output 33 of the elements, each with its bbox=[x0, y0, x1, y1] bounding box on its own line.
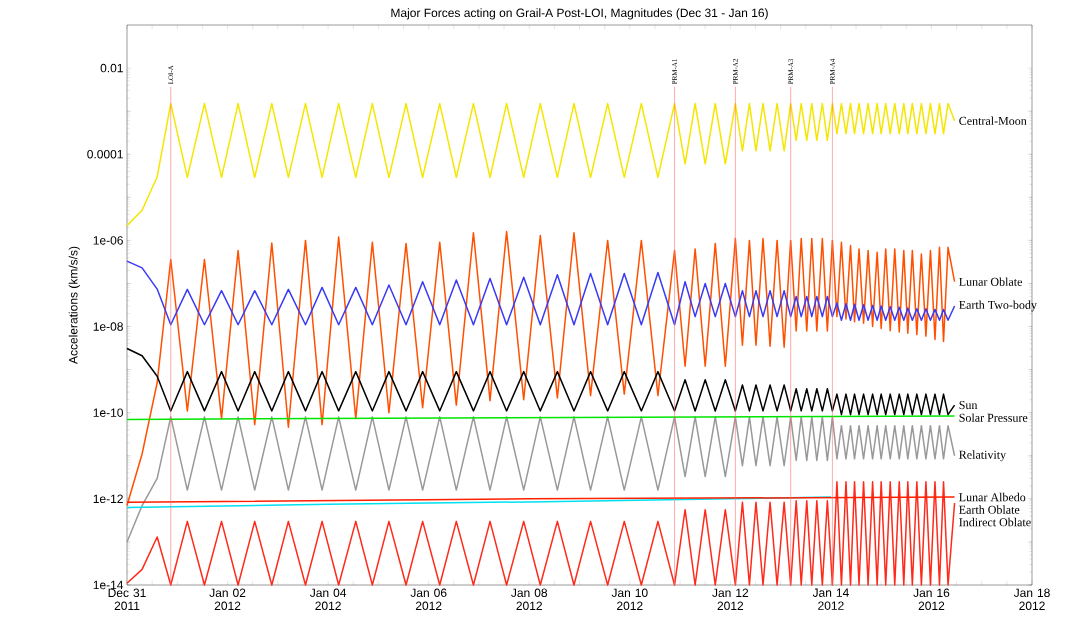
chart-title: Major Forces acting on Grail-A Post-LOI, Magnitudes (Dec 31 - Jan 16) bbox=[391, 8, 768, 20]
series-label: Central-Moon bbox=[959, 116, 1027, 125]
line-series bbox=[126, 102, 956, 227]
x-tick-label: Jan 14 2012 bbox=[812, 588, 849, 610]
y-tick-label: 1e-10 bbox=[93, 408, 123, 417]
line-series bbox=[126, 416, 956, 543]
x-tick-label: Jan 06 2012 bbox=[410, 588, 447, 611]
x-tick-label: Jan 02 2012 bbox=[209, 588, 246, 611]
line-series bbox=[126, 480, 956, 586]
y-tick-label: 1e-14 bbox=[93, 580, 124, 590]
text: Lunar Albedo bbox=[959, 492, 1026, 502]
series-label: Sun bbox=[959, 401, 978, 410]
x-tick-label: Jan 18 2012 bbox=[1013, 588, 1050, 611]
x-tick-label: Dec 31 2011 bbox=[108, 588, 146, 611]
y-tick-label: 0.01 bbox=[100, 63, 123, 73]
series-label: Earth Two-body bbox=[959, 300, 1037, 312]
series-label: Earth Oblate bbox=[959, 505, 1020, 514]
x-tick-label: Jan 08 2012 bbox=[511, 588, 548, 611]
y-tick-label: 1e-06 bbox=[93, 236, 123, 245]
x-tick-label: Jan 10 2012 bbox=[611, 588, 648, 611]
x-tick-label: Jan 12 2012 bbox=[712, 588, 749, 611]
line-series bbox=[126, 230, 956, 507]
series-label: Relativity bbox=[959, 450, 1007, 462]
x-tick-label: Jan 16 2012 bbox=[913, 588, 950, 611]
series-label: Lunar Oblate bbox=[959, 277, 1022, 286]
x-tick-label: Jan 04 2012 bbox=[309, 588, 347, 611]
y-axis-title: Accelerations (km/s/s) bbox=[68, 246, 80, 365]
y-tick-label: 1e-08 bbox=[93, 322, 123, 331]
series-label: Solar Pressure bbox=[959, 413, 1028, 422]
y-tick-label: 0.0001 bbox=[87, 150, 123, 159]
y-tick-label: 1e-12 bbox=[93, 494, 123, 504]
line-series bbox=[126, 260, 956, 326]
series-label: Indirect Oblate bbox=[959, 517, 1031, 527]
